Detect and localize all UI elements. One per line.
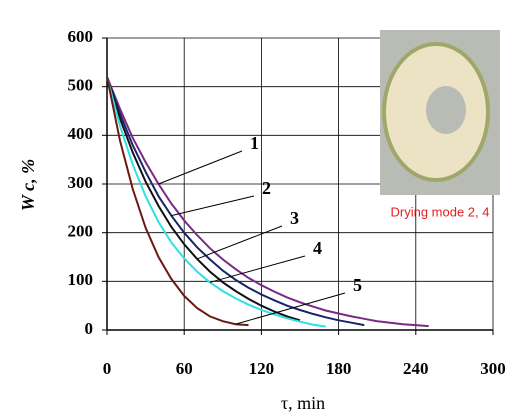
x-tick-label: 60 bbox=[176, 359, 193, 378]
leader-line bbox=[171, 195, 255, 217]
series-label: 3 bbox=[290, 208, 299, 228]
y-axis-label: W c, % bbox=[18, 159, 38, 211]
x-tick-label: 180 bbox=[326, 359, 352, 378]
y-tick-label: 600 bbox=[68, 27, 94, 46]
leader-line bbox=[158, 150, 243, 185]
y-tick-label: 500 bbox=[68, 76, 94, 95]
y-tick-label: 400 bbox=[68, 124, 94, 143]
x-tick-label: 0 bbox=[103, 359, 112, 378]
series-label: 2 bbox=[262, 178, 271, 198]
leader-line bbox=[235, 292, 346, 325]
photo-caption: Drying mode 2, 4 bbox=[391, 204, 490, 219]
photo: Drying mode 2, 4 bbox=[380, 30, 500, 219]
x-tick-label: 300 bbox=[480, 359, 506, 378]
data-line bbox=[106, 76, 429, 328]
lines bbox=[106, 76, 429, 328]
series-label: 5 bbox=[353, 275, 362, 295]
x-tick-label: 120 bbox=[249, 359, 275, 378]
y-tick-label: 300 bbox=[68, 173, 94, 192]
series-label: 4 bbox=[313, 238, 322, 258]
leader-line bbox=[196, 225, 283, 260]
labels: 1 234 5 bbox=[158, 133, 362, 325]
data-line bbox=[106, 76, 326, 328]
x-axis-label: τ, min bbox=[281, 393, 325, 413]
leader-line bbox=[209, 255, 306, 283]
y-tick-label: 0 bbox=[85, 319, 94, 338]
data-line bbox=[106, 76, 249, 327]
data-line bbox=[106, 76, 301, 322]
y-tick-label: 100 bbox=[68, 270, 94, 289]
apple-core bbox=[426, 86, 466, 134]
y-tick-label: 200 bbox=[68, 222, 94, 241]
x-tick-label: 240 bbox=[403, 359, 429, 378]
series-label: 1 bbox=[250, 133, 259, 153]
data-line bbox=[106, 76, 365, 327]
